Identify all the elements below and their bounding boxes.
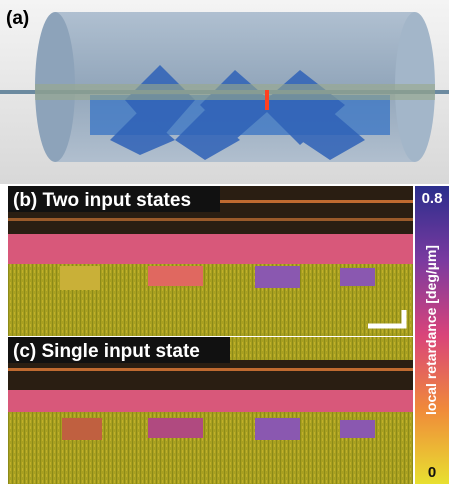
panel-b-label: (b) Two input states [13, 190, 191, 211]
panel-b-image: (b) Two input states [8, 186, 413, 336]
colorbar: 0.8 0 local retardance [deg/µm] [415, 186, 449, 484]
colorbar-max: 0.8 [422, 190, 443, 207]
colorbar-label: local retardance [deg/µm] [423, 245, 439, 415]
panel-a-label: (a) [6, 8, 29, 29]
panel-c-image: (c) Single input state [8, 337, 413, 484]
figure: (a) (b) Two input states (c) Single inpu… [0, 0, 449, 484]
panel-a-image: (a) [0, 0, 449, 184]
panel-c-label: (c) Single input state [13, 341, 200, 362]
colorbar-min: 0 [428, 464, 436, 481]
